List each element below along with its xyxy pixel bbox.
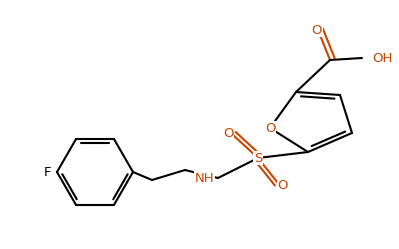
Text: F: F (43, 166, 51, 179)
Text: OH: OH (372, 52, 392, 64)
Text: S: S (254, 151, 262, 165)
Text: O: O (265, 122, 275, 134)
Text: O: O (312, 23, 322, 37)
Text: O: O (223, 126, 233, 139)
Text: NH: NH (194, 172, 214, 185)
Text: O: O (278, 179, 288, 191)
